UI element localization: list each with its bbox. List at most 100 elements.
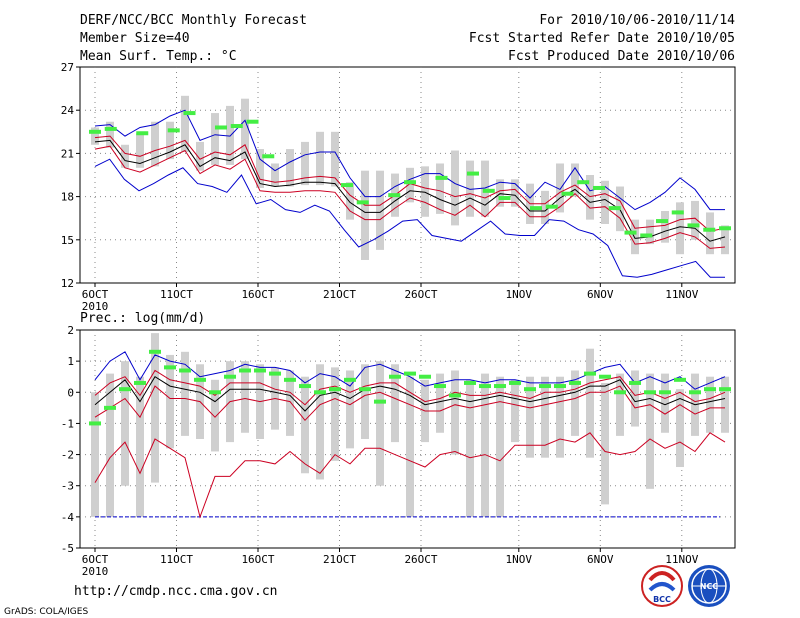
prec-observed-mark (419, 374, 431, 379)
prec-median-line (94, 376, 726, 412)
prec-spread-box (391, 364, 399, 443)
prec-spread-box (376, 361, 384, 486)
prec-spread-box (406, 376, 414, 517)
prec-observed-mark (179, 368, 191, 373)
prec-spread-box (481, 373, 489, 517)
prec-xtick-label: 26OCT (404, 553, 437, 566)
temp-xtick-label: 26OCT (404, 288, 437, 301)
prec-spread-box (466, 379, 474, 517)
prec-spread-box (601, 382, 609, 505)
chart-title: DERF/NCC/BCC Monthly Forecast (80, 13, 307, 28)
temp-observed-mark (687, 223, 700, 228)
temp-spread-box (631, 219, 639, 255)
prec-observed-mark (704, 387, 716, 392)
temp-observed-mark (230, 124, 243, 129)
prec-spread-box (361, 364, 369, 439)
temp-observed-mark (262, 154, 275, 159)
prec-ytick-label: 1 (67, 355, 74, 368)
variable-label: Mean Surf. Temp.: °C (80, 49, 237, 64)
prec-ytick-label: 2 (67, 324, 74, 337)
prec-observed-mark (449, 393, 461, 398)
prec-observed-mark (284, 377, 296, 382)
temp-spread-box (571, 163, 579, 197)
temp-observed-mark (577, 180, 590, 185)
temp-spread-box (451, 150, 459, 226)
prec-spread-box (136, 376, 144, 517)
prec-ytick-label: -2 (61, 449, 74, 462)
temp-observed-mark (89, 129, 101, 134)
temp-observed-mark (530, 206, 542, 211)
temp-ytick-label: 15 (61, 234, 74, 247)
temp-ytick-label: 27 (61, 61, 74, 74)
prec-xtick-label: 6OCT (82, 553, 109, 566)
prec-observed-mark (434, 384, 446, 389)
temp-spread-box (421, 166, 429, 217)
prec-ytick-label: -3 (61, 480, 74, 493)
temp-spread-box (301, 141, 309, 186)
temp-spread-box (706, 212, 714, 255)
temp-spread-box (646, 219, 654, 245)
prec-spread-box (151, 333, 159, 483)
temp-lower-line (94, 145, 726, 249)
temp-spread-box (241, 98, 249, 160)
temp-observed-mark (624, 230, 637, 235)
prec-observed-mark (569, 380, 581, 385)
fcst-started-date: Fcst Started Refer Date 2010/10/05 (469, 31, 735, 46)
prec-observed-mark (329, 387, 341, 392)
temp-observed-mark (608, 206, 621, 211)
prec-observed-mark (644, 390, 656, 395)
prec-observed-mark (359, 387, 371, 392)
bcc-logo-text: BCC (653, 595, 671, 604)
temp-spread-box (466, 160, 474, 217)
prec-observed-mark (629, 380, 641, 385)
temp-observed-mark (167, 128, 180, 133)
temp-spread-box (541, 190, 549, 224)
temp-observed-mark (561, 191, 574, 196)
prec-spread-box (166, 354, 174, 449)
temp-observed-mark (498, 196, 511, 201)
temp-observed-mark (341, 183, 353, 188)
prec-xtick-label: 1NOV (506, 553, 533, 566)
temp-spread-box (211, 113, 219, 165)
prec-observed-mark (479, 384, 491, 389)
prec-frame (79, 329, 736, 549)
prec-spread-box (301, 376, 309, 474)
source-url[interactable]: http://cmdp.ncc.cma.gov.cn (74, 584, 278, 599)
temp-observed-mark (640, 233, 653, 238)
temp-spread-box (106, 121, 114, 148)
temp-spread-box (481, 160, 489, 217)
prec-spread-box (346, 370, 354, 449)
temp-frame (79, 66, 736, 284)
prec-upper-line (94, 369, 726, 406)
temp-observed-mark (656, 219, 668, 224)
prec-observed-mark (314, 390, 326, 395)
temp-spread-box (721, 225, 729, 255)
prec-observed-mark (464, 380, 476, 385)
prec-spread-box (721, 376, 729, 433)
prec-spread-box (436, 373, 444, 433)
prec-observed-mark (404, 371, 416, 376)
prec-spread-box (586, 348, 594, 458)
temp-spread-box (271, 163, 279, 187)
temp-spread-box (406, 167, 414, 203)
prec-max-line (94, 351, 726, 390)
temp-spread-box (151, 121, 159, 167)
temp-observed-mark (435, 175, 448, 180)
temp-spread-box (331, 131, 339, 187)
prec-observed-mark (239, 368, 251, 373)
prec-spread-box (91, 392, 99, 517)
ncc-logo-text: NCC (700, 582, 719, 591)
temp-observed-mark (671, 210, 684, 215)
temp-spread-box (376, 170, 384, 250)
temp-ytick-label: 21 (61, 147, 74, 160)
temp-spread-box (346, 182, 354, 220)
prec-observed-mark (224, 374, 236, 379)
prec-spread-box (286, 370, 294, 436)
fcst-produced-date: Fcst Produced Date 2010/10/06 (508, 49, 735, 64)
temp-spread-box (436, 163, 444, 214)
temp-spread-box (181, 95, 189, 152)
temp-xtick-label: 21OCT (323, 288, 356, 301)
prec-observed-mark (299, 384, 311, 389)
temp-observed-mark (703, 227, 716, 232)
